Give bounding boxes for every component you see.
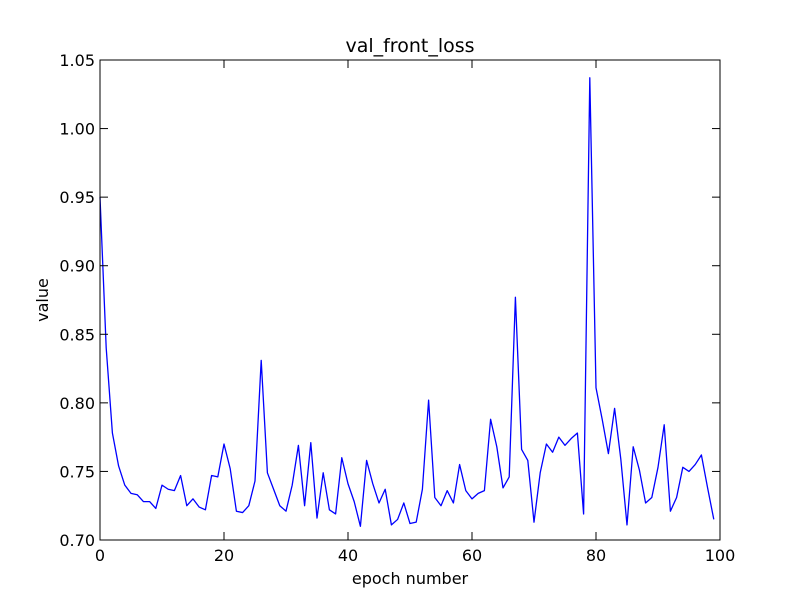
y-tick-label: 0.80 [59, 394, 95, 413]
chart-title: val_front_loss [345, 35, 474, 57]
x-tick-label: 20 [214, 546, 234, 565]
x-tick-label: 40 [338, 546, 358, 565]
plot-frame [99, 59, 721, 541]
series-layer [99, 77, 715, 527]
ticks-layer: 0 20 40 60 80 100 0.70 0.75 0.80 0.85 0.90 0.95 1.00… [59, 51, 735, 565]
x-axis-title: epoch number [352, 569, 469, 588]
x-tick-label: 100 [705, 546, 736, 565]
y-tick-label: 0.90 [59, 257, 95, 276]
y-tick-label: 0.85 [59, 325, 95, 344]
series-line-0 [99, 77, 715, 527]
x-tick-label: 60 [462, 546, 482, 565]
y-tick-label: 1.00 [59, 120, 95, 139]
y-tick-label: 0.95 [59, 188, 95, 207]
y-axis-title: value [33, 278, 52, 322]
x-tick-label: 0 [95, 546, 105, 565]
y-tick-label: 1.05 [59, 51, 95, 70]
x-tick-label: 80 [586, 546, 606, 565]
y-tick-label: 0.70 [59, 531, 95, 550]
y-tick-label: 0.75 [59, 462, 95, 481]
